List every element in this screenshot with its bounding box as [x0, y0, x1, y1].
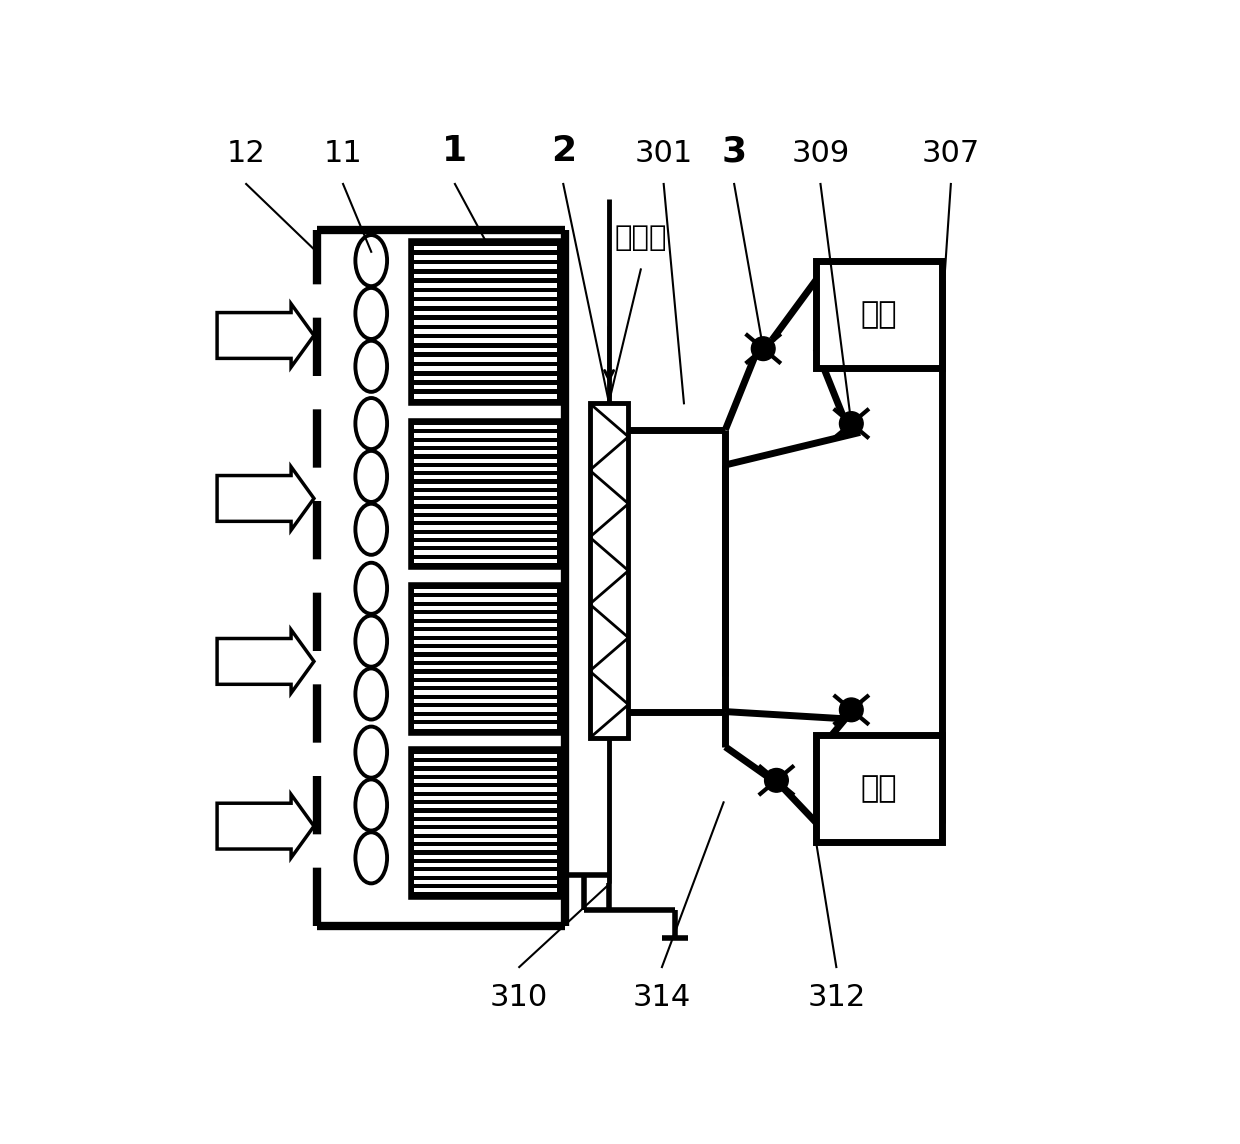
Bar [414, 779, 557, 784]
Bar [414, 649, 557, 652]
Text: 12: 12 [227, 140, 265, 168]
Bar [414, 542, 557, 547]
Circle shape [839, 412, 863, 436]
Text: 307: 307 [921, 140, 980, 168]
Bar [414, 787, 557, 792]
Bar [414, 872, 557, 875]
Bar [414, 724, 557, 729]
Text: 314: 314 [632, 983, 691, 1012]
Bar [414, 589, 557, 594]
Bar [414, 467, 557, 471]
Circle shape [751, 336, 775, 360]
Bar [414, 674, 557, 677]
Bar [414, 597, 557, 602]
Bar [414, 517, 557, 522]
Bar [414, 525, 557, 530]
Circle shape [765, 769, 789, 792]
Bar [410, 749, 560, 897]
Bar [414, 863, 557, 867]
Bar [414, 459, 557, 462]
Bar [414, 682, 557, 686]
Bar [414, 311, 557, 316]
Bar [414, 691, 557, 694]
Bar [414, 348, 557, 352]
Bar [414, 255, 557, 260]
Bar [414, 606, 557, 610]
Bar [410, 585, 560, 733]
Bar [414, 442, 557, 446]
FancyArrow shape [217, 304, 314, 367]
Bar [414, 631, 557, 636]
Bar [414, 434, 557, 438]
Bar [414, 812, 557, 817]
Bar [414, 283, 557, 287]
Bar [414, 639, 557, 644]
Text: 11: 11 [324, 140, 362, 168]
Bar [414, 847, 557, 850]
Bar [414, 614, 557, 619]
Text: 室外: 室外 [861, 773, 898, 803]
Bar [414, 837, 557, 842]
Bar [414, 320, 557, 325]
Bar [414, 754, 557, 757]
Bar [414, 366, 557, 371]
Bar [414, 880, 557, 884]
Text: 自来水: 自来水 [615, 224, 667, 252]
Bar [414, 829, 557, 834]
Text: 309: 309 [791, 140, 849, 168]
Text: 312: 312 [807, 983, 866, 1012]
Bar [414, 357, 557, 362]
Bar [414, 707, 557, 712]
Text: 301: 301 [635, 140, 693, 168]
Bar [410, 421, 560, 567]
Text: 室内: 室内 [861, 300, 898, 328]
Bar [414, 550, 557, 555]
Bar [414, 301, 557, 307]
Text: 1: 1 [443, 134, 467, 168]
Circle shape [839, 698, 863, 722]
Bar [414, 484, 557, 487]
Bar [414, 716, 557, 720]
Bar [816, 734, 942, 842]
FancyArrow shape [217, 467, 314, 530]
Bar [414, 821, 557, 825]
Bar [414, 622, 557, 627]
Bar [414, 329, 557, 334]
Bar [414, 264, 557, 269]
Bar [414, 558, 557, 563]
Bar [414, 339, 557, 343]
Bar [414, 394, 557, 398]
Bar [414, 657, 557, 661]
Bar [414, 375, 557, 380]
Bar [414, 426, 557, 429]
Text: 3: 3 [722, 134, 746, 168]
Bar [414, 509, 557, 513]
Bar [816, 261, 942, 368]
Bar [590, 404, 629, 738]
Bar [414, 804, 557, 809]
Bar [414, 771, 557, 774]
Bar [414, 534, 557, 538]
Bar [414, 855, 557, 859]
Bar [414, 475, 557, 479]
Bar [414, 292, 557, 296]
Bar [410, 241, 560, 404]
Bar [414, 699, 557, 704]
Bar [414, 665, 557, 669]
Bar [414, 492, 557, 496]
Bar [414, 762, 557, 766]
Text: 2: 2 [551, 134, 575, 168]
Bar [414, 796, 557, 800]
Bar [414, 273, 557, 278]
FancyArrow shape [217, 794, 314, 858]
Bar [414, 451, 557, 454]
Text: 310: 310 [490, 983, 548, 1012]
FancyArrow shape [217, 629, 314, 693]
Bar [414, 500, 557, 505]
Bar [414, 384, 557, 389]
Bar [414, 888, 557, 892]
Bar [414, 246, 557, 251]
